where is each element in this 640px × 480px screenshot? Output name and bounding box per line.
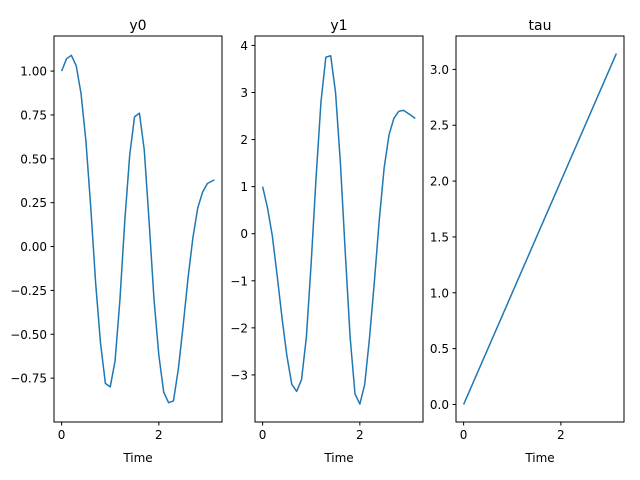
y0-ytick-label: 0.00 [20, 240, 47, 254]
y1-ytick-label: −1 [230, 274, 248, 288]
panel-y1: 0 2 −3 −2 −1 0 1 2 3 4 Time y1 [230, 18, 424, 465]
tau-series-line [462, 53, 618, 405]
panel-tau: 0 2 0.0 0.5 1.0 1.5 2.0 2.5 3.0 Time tau [430, 18, 625, 465]
y0-ytick-label: 0.75 [20, 108, 47, 122]
tau-ytick-label: 1.0 [430, 286, 449, 300]
tau-ytick-label: 1.5 [430, 230, 449, 244]
y1-axes-frame [254, 35, 424, 423]
y1-ytick-label: −2 [230, 321, 248, 335]
tau-ytick-label: 2.5 [430, 119, 449, 133]
tau-ytick-label: 0.0 [430, 398, 449, 412]
y1-title: y1 [330, 18, 347, 34]
y0-ytick-label: −0.50 [10, 328, 47, 342]
y0-xlabel: Time [122, 451, 152, 465]
y0-ytick-label: 1.00 [20, 65, 47, 79]
tau-ytick-label: 2.0 [430, 175, 449, 189]
y0-series-line [60, 54, 215, 404]
y1-ytick-label: 0 [240, 227, 248, 241]
y0-xtick-label: 2 [155, 428, 163, 442]
tau-ytick-label: 0.5 [430, 342, 449, 356]
tau-ytick-label: 3.0 [430, 63, 449, 77]
y0-axes-frame [53, 35, 223, 423]
y1-ytick-label: 4 [240, 39, 248, 53]
y1-xtick-label: 0 [259, 428, 267, 442]
y1-ytick-label: 1 [240, 180, 248, 194]
y1-ytick-label: −3 [230, 368, 248, 382]
y1-ytick-label: 3 [240, 86, 248, 100]
y1-xtick-label: 2 [356, 428, 364, 442]
y1-ytick-label: 2 [240, 133, 248, 147]
y0-ytick-label: −0.75 [10, 372, 47, 386]
panel-y0: 0 2 −0.75 −0.50 −0.25 0.00 0.25 0.50 0.75 1.00 Tim… [10, 18, 223, 465]
y0-title: y0 [129, 18, 146, 34]
tau-xtick-label: 0 [460, 428, 468, 442]
y0-ytick-label: 0.50 [20, 152, 47, 166]
y0-xtick-label: 0 [58, 428, 66, 442]
tau-axes-frame [455, 35, 625, 423]
y1-series-line [261, 55, 416, 405]
tau-xtick-label: 2 [557, 428, 565, 442]
tau-title: tau [529, 18, 552, 34]
y1-xlabel: Time [323, 451, 353, 465]
y0-ytick-label: 0.25 [20, 196, 47, 210]
tau-xlabel: Time [524, 451, 554, 465]
y0-ytick-label: −0.25 [10, 284, 47, 298]
